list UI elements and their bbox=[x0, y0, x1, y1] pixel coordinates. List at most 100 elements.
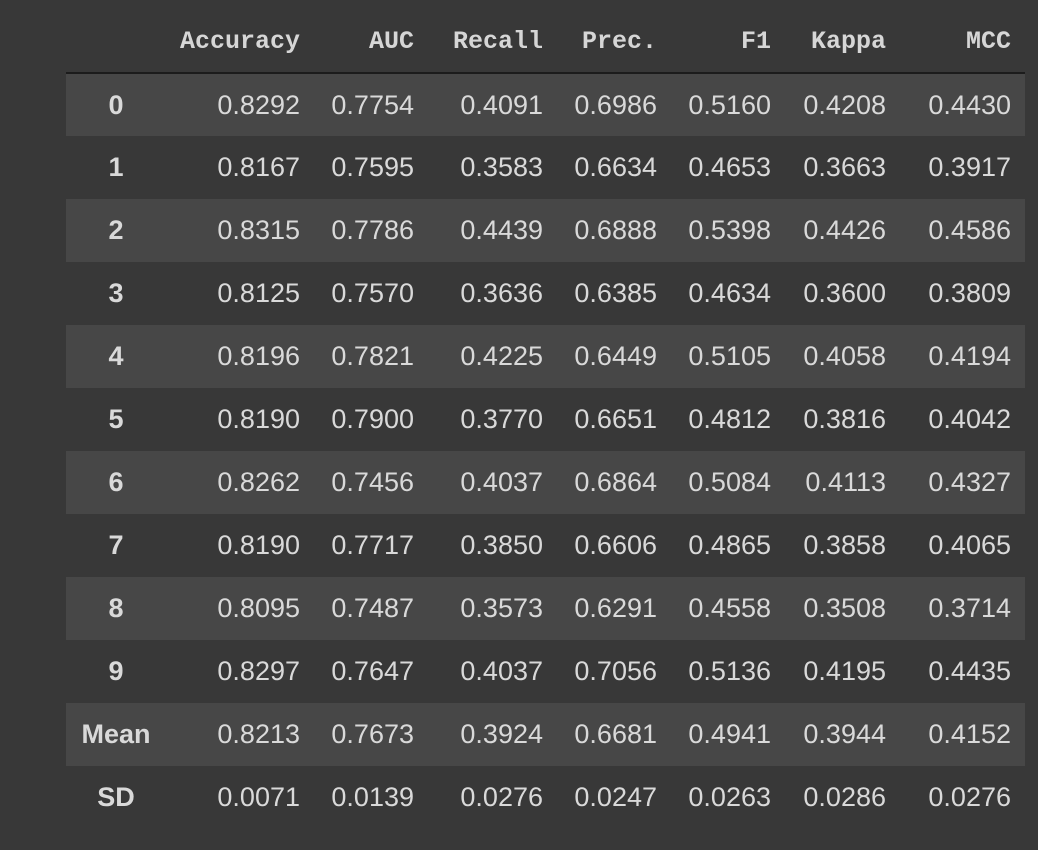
cell-kappa: 0.3663 bbox=[803, 152, 886, 182]
cell-f1: 0.4812 bbox=[688, 404, 771, 434]
cell-accuracy: 0.8213 bbox=[217, 719, 300, 749]
cell-accuracy: 0.0071 bbox=[217, 782, 300, 812]
row-index: 6 bbox=[108, 467, 124, 497]
cell-recall: 0.3924 bbox=[460, 719, 543, 749]
table-row: 2 0.8315 0.7786 0.4439 0.6888 0.5398 0.4426 0.4… bbox=[66, 199, 1025, 262]
cell-f1: 0.5084 bbox=[688, 467, 771, 497]
cell-f1: 0.4558 bbox=[688, 593, 771, 623]
cell-recall: 0.3583 bbox=[460, 152, 543, 182]
cell-precision: 0.0247 bbox=[574, 782, 657, 812]
table-row: 3 0.8125 0.7570 0.3636 0.6385 0.4634 0.3600 0.3… bbox=[66, 262, 1025, 325]
table-row: 5 0.8190 0.7900 0.3770 0.6651 0.4812 0.3816 0.4… bbox=[66, 388, 1025, 451]
cell-recall: 0.3850 bbox=[460, 530, 543, 560]
cell-accuracy: 0.8297 bbox=[217, 656, 300, 686]
cell-auc: 0.7487 bbox=[331, 593, 414, 623]
cell-f1: 0.5160 bbox=[688, 89, 771, 120]
row-index: 4 bbox=[108, 341, 124, 371]
cell-kappa: 0.0286 bbox=[803, 782, 886, 812]
cell-precision: 0.6864 bbox=[574, 467, 657, 497]
table-row: Mean 0.8213 0.7673 0.3924 0.6681 0.4941 0.3944… bbox=[66, 703, 1025, 766]
cell-auc: 0.7673 bbox=[331, 719, 414, 749]
cell-kappa: 0.3858 bbox=[803, 530, 886, 560]
row-index: Mean bbox=[81, 719, 151, 749]
column-header-precision: Prec. bbox=[557, 10, 671, 74]
row-index: 2 bbox=[108, 215, 124, 245]
cell-auc: 0.7647 bbox=[331, 656, 414, 686]
row-index: 9 bbox=[108, 656, 124, 686]
cell-recall: 0.4225 bbox=[460, 341, 543, 371]
cell-precision: 0.6888 bbox=[574, 215, 657, 245]
column-header-recall: Recall bbox=[428, 10, 557, 74]
row-index: 0 bbox=[108, 89, 124, 120]
cell-f1: 0.5136 bbox=[688, 656, 771, 686]
column-header-kappa: Kappa bbox=[785, 10, 900, 74]
cell-auc: 0.7717 bbox=[331, 530, 414, 560]
column-header-auc: AUC bbox=[314, 10, 428, 74]
table-row: 9 0.8297 0.7647 0.4037 0.7056 0.5136 0.4195 0.4… bbox=[66, 640, 1025, 703]
cell-f1: 0.4941 bbox=[688, 719, 771, 749]
results-table-container: Accuracy AUC Recall Prec. F1 Kappa MCC 0… bbox=[66, 10, 1025, 829]
cell-f1: 0.4865 bbox=[688, 530, 771, 560]
cell-precision: 0.6681 bbox=[574, 719, 657, 749]
cell-f1: 0.0263 bbox=[688, 782, 771, 812]
cell-f1: 0.4653 bbox=[688, 152, 771, 182]
cell-mcc: 0.4042 bbox=[928, 404, 1011, 434]
table-row: 6 0.8262 0.7456 0.4037 0.6864 0.5084 0.4113 0.4… bbox=[66, 451, 1025, 514]
cell-kappa: 0.4113 bbox=[805, 467, 886, 497]
cell-mcc: 0.4327 bbox=[928, 467, 1011, 497]
cell-precision: 0.7056 bbox=[574, 656, 657, 686]
cell-kappa: 0.3816 bbox=[803, 404, 886, 434]
header-row: Accuracy AUC Recall Prec. F1 Kappa MCC bbox=[66, 10, 1025, 74]
cell-kappa: 0.4058 bbox=[803, 341, 886, 371]
cell-accuracy: 0.8167 bbox=[217, 152, 300, 182]
table-row: 8 0.8095 0.7487 0.3573 0.6291 0.4558 0.3508 0.3… bbox=[66, 577, 1025, 640]
row-index: SD bbox=[97, 782, 135, 812]
cell-precision: 0.6606 bbox=[574, 530, 657, 560]
cell-kappa: 0.4195 bbox=[803, 656, 886, 686]
cell-precision: 0.6449 bbox=[574, 341, 657, 371]
cell-mcc: 0.4065 bbox=[928, 530, 1011, 560]
cell-recall: 0.4439 bbox=[460, 215, 543, 245]
cell-f1: 0.4634 bbox=[688, 278, 771, 308]
cell-auc: 0.7821 bbox=[331, 341, 414, 371]
cell-recall: 0.3573 bbox=[460, 593, 543, 623]
cell-mcc: 0.0276 bbox=[928, 782, 1011, 812]
cell-auc: 0.7786 bbox=[331, 215, 414, 245]
table-row: SD 0.0071 0.0139 0.0276 0.0247 0.0263 0.0286 0.… bbox=[66, 766, 1025, 829]
cell-mcc: 0.3809 bbox=[928, 278, 1011, 308]
cell-recall: 0.4037 bbox=[460, 467, 543, 497]
cell-mcc: 0.3714 bbox=[928, 593, 1011, 623]
cell-recall: 0.3636 bbox=[460, 278, 543, 308]
column-header-mcc: MCC bbox=[900, 10, 1025, 74]
index-header bbox=[66, 10, 166, 74]
cell-mcc: 0.4586 bbox=[928, 215, 1011, 245]
cell-precision: 0.6651 bbox=[574, 404, 657, 434]
cell-accuracy: 0.8125 bbox=[217, 278, 300, 308]
cv-results-table: Accuracy AUC Recall Prec. F1 Kappa MCC 0… bbox=[66, 10, 1025, 829]
row-index: 1 bbox=[108, 152, 124, 182]
cell-mcc: 0.4435 bbox=[928, 656, 1011, 686]
cell-recall: 0.0276 bbox=[460, 782, 543, 812]
cell-auc: 0.7595 bbox=[331, 152, 414, 182]
cell-recall: 0.3770 bbox=[460, 404, 543, 434]
cell-accuracy: 0.8196 bbox=[217, 341, 300, 371]
cell-mcc: 0.3917 bbox=[928, 152, 1011, 182]
cell-precision: 0.6291 bbox=[574, 593, 657, 623]
cell-auc: 0.0139 bbox=[331, 782, 414, 812]
table-row: 7 0.8190 0.7717 0.3850 0.6606 0.4865 0.3858 0.4… bbox=[66, 514, 1025, 577]
cell-auc: 0.7456 bbox=[331, 467, 414, 497]
table-row: 4 0.8196 0.7821 0.4225 0.6449 0.5105 0.4058 0.4… bbox=[66, 325, 1025, 388]
cell-accuracy: 0.8262 bbox=[217, 467, 300, 497]
cell-accuracy: 0.8095 bbox=[217, 593, 300, 623]
cell-auc: 0.7754 bbox=[331, 89, 414, 120]
table-row: 0 0.8292 0.7754 0.4091 0.6986 0.5160 0.4208 0.4… bbox=[66, 73, 1025, 136]
table-row: 1 0.8167 0.7595 0.3583 0.6634 0.4653 0.3663 0.3… bbox=[66, 136, 1025, 199]
cell-recall: 0.4037 bbox=[460, 656, 543, 686]
cell-kappa: 0.4208 bbox=[803, 89, 886, 120]
cell-kappa: 0.3944 bbox=[803, 719, 886, 749]
cell-mcc: 0.4194 bbox=[928, 341, 1011, 371]
cell-precision: 0.6385 bbox=[574, 278, 657, 308]
cell-accuracy: 0.8315 bbox=[217, 215, 300, 245]
cell-accuracy: 0.8292 bbox=[217, 89, 300, 120]
cell-recall: 0.4091 bbox=[460, 89, 543, 120]
